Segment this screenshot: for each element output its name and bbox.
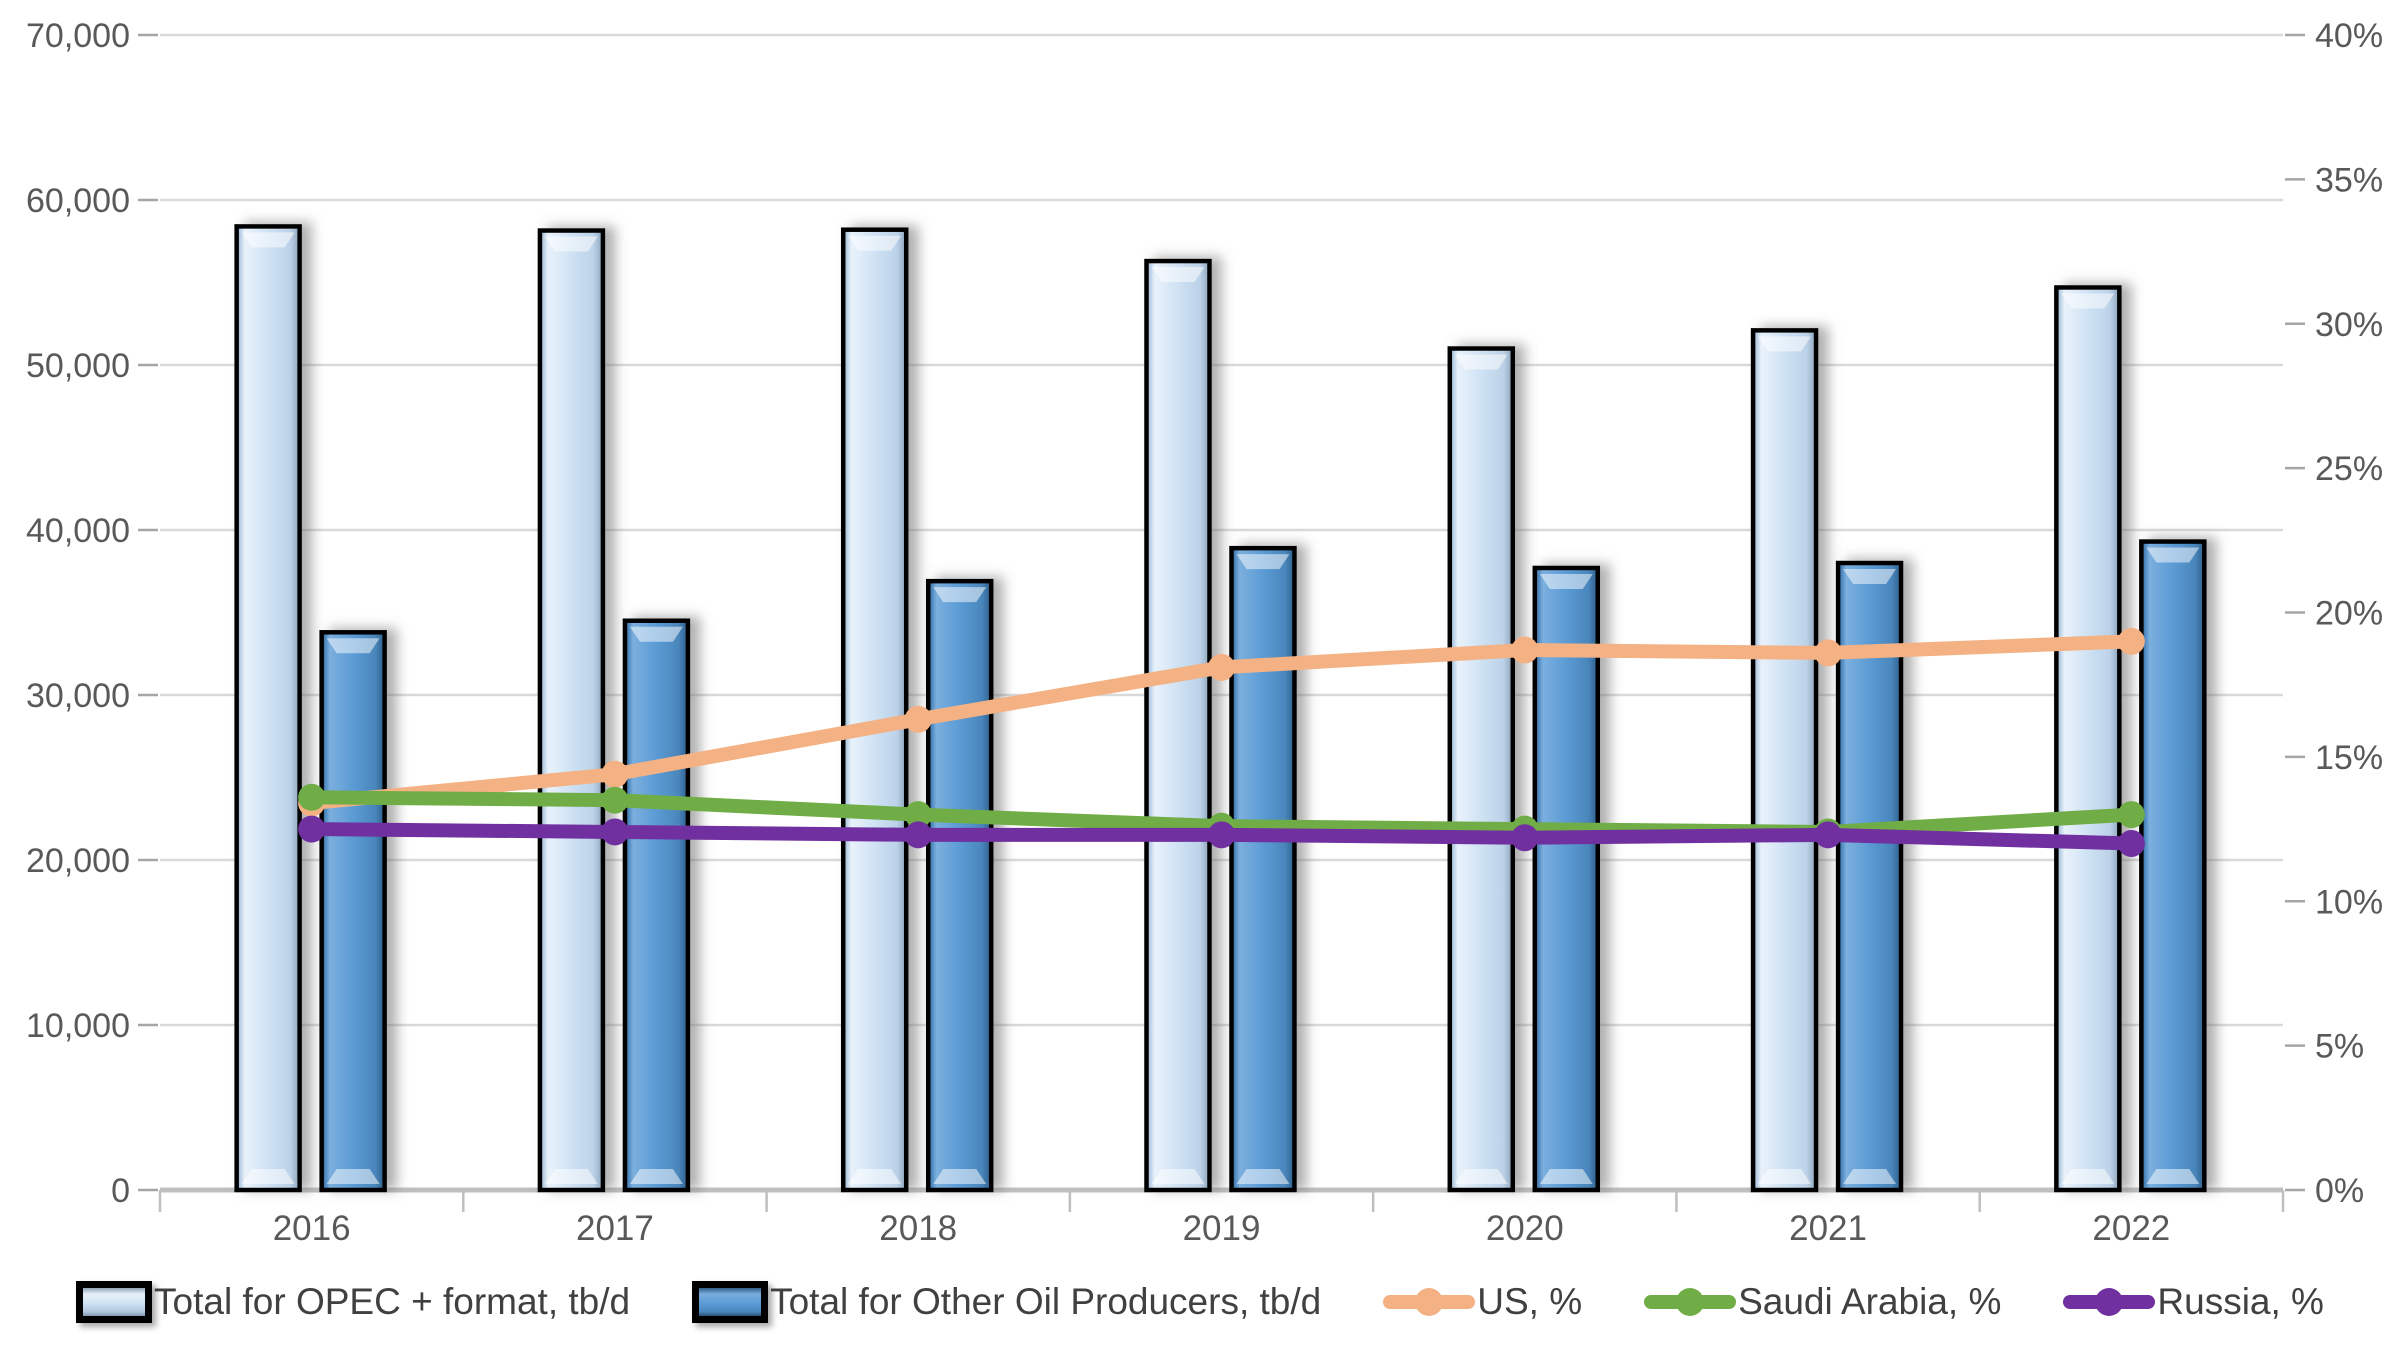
right-axis-tick-label: 35% bbox=[2315, 161, 2383, 199]
bar-opec-2017 bbox=[537, 228, 606, 1193]
bar-opec-2022 bbox=[2054, 285, 2122, 1193]
line-marker bbox=[298, 815, 326, 843]
right-axis-tick-label: 10% bbox=[2315, 883, 2383, 921]
legend-item-label: Saudi Arabia, % bbox=[1738, 1281, 2002, 1322]
bar-other-2022 bbox=[2139, 539, 2207, 1193]
legend-item-label: Total for OPEC + format, tb/d bbox=[154, 1281, 631, 1322]
legend-item-label: Total for Other Oil Producers, tb/d bbox=[770, 1281, 1322, 1322]
bar-opec-2016 bbox=[234, 224, 302, 1193]
legend-item-label: Russia, % bbox=[2157, 1281, 2324, 1322]
right-axis-tick-label: 25% bbox=[2315, 450, 2383, 488]
line-marker bbox=[1208, 653, 1235, 681]
right-axis-tick-label: 5% bbox=[2315, 1028, 2364, 1066]
bar-swatch-fill bbox=[699, 1288, 762, 1316]
line-marker bbox=[298, 783, 326, 811]
saudi-line-swatch-icon bbox=[1644, 1281, 1737, 1323]
x-axis-label: 2016 bbox=[273, 1209, 351, 1248]
legend-item-russia: Russia, % bbox=[2063, 1281, 2324, 1323]
line-marker bbox=[1814, 639, 1842, 667]
left-axis-tick-label: 30,000 bbox=[26, 677, 130, 715]
line-series-us- bbox=[298, 627, 2145, 817]
bar-other-2016 bbox=[319, 630, 387, 1193]
bar-opec-2018 bbox=[840, 227, 909, 1193]
line-marker bbox=[2117, 801, 2145, 829]
bar-swatch-fill bbox=[83, 1288, 146, 1316]
x-axis-label: 2018 bbox=[879, 1209, 957, 1248]
left-axis-tick-label: 10,000 bbox=[26, 1007, 130, 1045]
x-axis-label: 2022 bbox=[2092, 1209, 2170, 1248]
bar-opec-2020 bbox=[1447, 346, 1516, 1193]
light-bar-swatch-icon bbox=[76, 1281, 153, 1323]
line-marker bbox=[601, 818, 629, 846]
legend-item-label: US, % bbox=[1477, 1281, 1583, 1322]
legend-item-other-producers: Total for Other Oil Producers, tb/d bbox=[692, 1281, 1321, 1323]
bar-other-2017 bbox=[622, 618, 691, 1193]
line-marker bbox=[1511, 824, 1539, 852]
right-axis-tick-label: 40% bbox=[2315, 17, 2383, 55]
line-marker bbox=[2117, 830, 2145, 857]
bar-opec-2019 bbox=[1144, 258, 1212, 1193]
bar-opec-2021 bbox=[1750, 328, 1819, 1193]
dark-bar-swatch-icon bbox=[692, 1281, 769, 1323]
us-line-swatch-icon bbox=[1383, 1281, 1476, 1323]
right-axis-tick-label: 20% bbox=[2315, 595, 2383, 633]
line-marker bbox=[2117, 627, 2145, 655]
bar-other-2020 bbox=[1532, 565, 1601, 1193]
legend-item-us: US, % bbox=[1383, 1281, 1582, 1323]
right-axis-tick-label: 30% bbox=[2315, 306, 2383, 344]
chart-legend: Total for OPEC + format, tb/d Total for … bbox=[0, 1276, 2400, 1328]
left-axis-tick-label: 40,000 bbox=[26, 512, 130, 550]
left-axis-tick-label: 50,000 bbox=[26, 347, 130, 385]
legend-item-saudi-arabia: Saudi Arabia, % bbox=[1644, 1281, 2001, 1323]
bar-other-2018 bbox=[925, 578, 994, 1193]
line-marker bbox=[1511, 636, 1539, 664]
line-marker bbox=[1208, 821, 1235, 849]
x-axis-label: 2021 bbox=[1789, 1209, 1867, 1248]
line-marker bbox=[904, 821, 932, 849]
left-axis-tick-label: 0 bbox=[111, 1172, 130, 1210]
line-marker bbox=[904, 705, 932, 733]
left-axis-tick-label: 20,000 bbox=[26, 842, 130, 880]
line-series-russia- bbox=[298, 815, 2145, 857]
russia-line-swatch-icon bbox=[2063, 1281, 2156, 1323]
left-axis-tick-label: 60,000 bbox=[26, 182, 130, 220]
right-axis-tick-label: 15% bbox=[2315, 739, 2383, 777]
line-marker bbox=[601, 786, 629, 814]
x-axis-label: 2019 bbox=[1183, 1209, 1261, 1248]
bar-other-2021 bbox=[1835, 560, 1904, 1193]
left-axis-tick-label: 70,000 bbox=[26, 17, 130, 55]
legend-item-opec: Total for OPEC + format, tb/d bbox=[76, 1281, 630, 1323]
bar-other-2019 bbox=[1229, 545, 1297, 1193]
line-marker bbox=[904, 801, 932, 829]
line-marker bbox=[1814, 821, 1842, 849]
x-axis-label: 2020 bbox=[1486, 1209, 1564, 1248]
line-marker bbox=[601, 760, 629, 788]
right-axis-tick-label: 0% bbox=[2315, 1172, 2364, 1210]
x-axis-label: 2017 bbox=[576, 1209, 654, 1248]
